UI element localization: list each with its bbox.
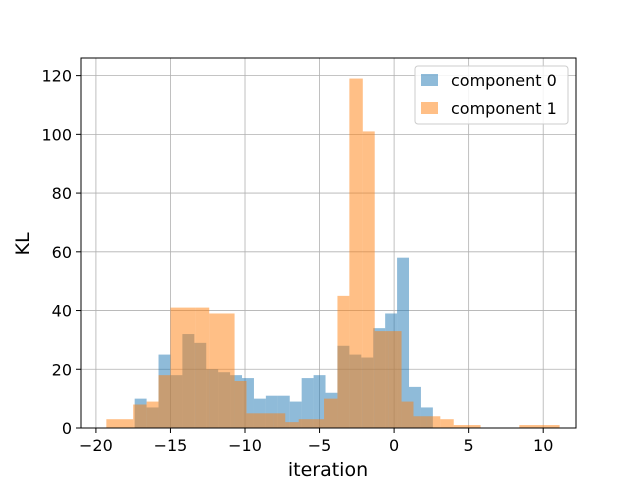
histogram-bar-series-1 [273, 413, 286, 428]
legend-swatch [421, 74, 438, 86]
y-tick-label: 60 [52, 243, 72, 262]
histogram-bar-series-1 [298, 419, 313, 428]
x-axis-label: iteration [288, 459, 368, 480]
histogram-bar-series-0 [242, 378, 254, 428]
histogram-bar-series-0 [301, 378, 314, 428]
histogram-bar-series-1 [158, 375, 171, 428]
histogram-bar-series-1 [234, 381, 247, 428]
y-tick-label: 40 [52, 302, 72, 321]
histogram-bar-series-1 [146, 401, 159, 428]
histogram-bar-series-1 [401, 401, 414, 428]
y-tick-label: 0 [62, 419, 72, 438]
x-tick-label: −5 [308, 436, 332, 455]
x-tick-label: 5 [464, 436, 474, 455]
histogram-bar-series-1 [440, 419, 454, 428]
histogram-bar-series-1 [426, 416, 441, 428]
histogram-bar-series-1 [413, 416, 427, 428]
x-tick-label: −20 [79, 436, 113, 455]
histogram-bar-series-1 [285, 422, 299, 428]
histogram-bar-series-1 [106, 419, 134, 428]
histogram-bar-series-0 [277, 395, 290, 428]
x-tick-label: −15 [154, 436, 188, 455]
y-axis-ticks: 0 20 40 60 80 100 120 [41, 67, 81, 438]
histogram-bar-series-1 [337, 295, 350, 428]
histogram-bar-series-1 [209, 313, 235, 428]
histogram-bar-series-1 [349, 78, 363, 429]
histogram-bar-series-0 [313, 375, 326, 428]
y-tick-label: 100 [41, 125, 72, 144]
plot-frame [80, 57, 577, 429]
histogram-bar-series-0 [397, 257, 410, 428]
legend-label: component 1 [451, 99, 557, 118]
y-tick-label: 80 [52, 184, 72, 203]
histogram-bar-series-1 [133, 404, 147, 428]
histogram-bar-series-1 [388, 331, 402, 428]
y-tick-label: 20 [52, 360, 72, 379]
histogram-bar-series-1 [324, 398, 338, 428]
histogram-bars [106, 78, 560, 429]
histogram-bar-series-1 [246, 413, 274, 428]
histogram-bar-series-0 [289, 401, 302, 428]
x-tick-label: −10 [228, 436, 262, 455]
histogram-bar-series-1 [519, 425, 560, 428]
histogram-bar-series-0 [409, 386, 421, 428]
x-tick-label: 0 [389, 436, 399, 455]
legend-box [414, 65, 569, 125]
legend-swatch [421, 102, 438, 114]
legend: component 0 component 1 [414, 65, 569, 125]
histogram-bar-series-1 [362, 131, 375, 428]
histogram-bar-series-1 [312, 419, 325, 428]
histogram-bar-series-1 [195, 307, 210, 428]
histogram-bar-series-1 [453, 425, 481, 428]
y-axis-label: KL [12, 232, 34, 255]
x-axis-ticks: −20 −15 −10 −5 0 5 10 [79, 428, 553, 455]
histogram-bar-series-1 [170, 307, 196, 428]
legend-label: component 0 [451, 71, 557, 90]
x-tick-label: 10 [533, 436, 553, 455]
histogram-bar-series-0 [253, 398, 266, 428]
histogram-bar-series-1 [374, 331, 389, 428]
y-tick-label: 120 [41, 67, 72, 86]
histogram-bar-series-0 [265, 395, 278, 428]
